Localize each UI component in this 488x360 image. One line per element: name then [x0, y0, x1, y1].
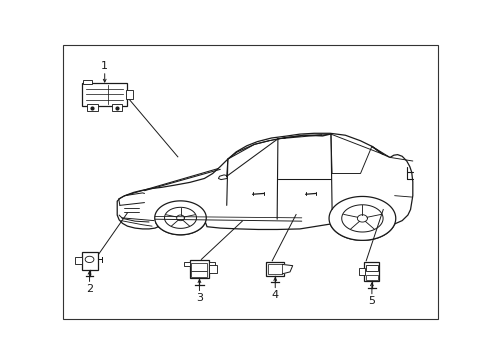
Polygon shape [341, 205, 382, 232]
Polygon shape [328, 197, 395, 240]
FancyBboxPatch shape [82, 83, 127, 106]
Polygon shape [357, 215, 366, 222]
Polygon shape [176, 215, 184, 221]
Text: 5: 5 [367, 296, 375, 306]
Polygon shape [218, 175, 226, 180]
Text: 2: 2 [86, 284, 93, 294]
Bar [189, 260, 209, 278]
Polygon shape [164, 207, 196, 228]
Text: 3: 3 [196, 293, 203, 303]
Bar [265, 262, 284, 276]
Bar [268, 264, 282, 274]
Bar [75, 257, 82, 264]
Bar [111, 104, 122, 111]
Bar [209, 262, 215, 266]
Polygon shape [117, 133, 412, 240]
Bar [366, 275, 377, 280]
Bar [83, 80, 92, 84]
Bar [364, 262, 379, 281]
Bar [81, 252, 97, 270]
Ellipse shape [85, 256, 94, 262]
Text: 1: 1 [101, 61, 108, 71]
Bar [191, 270, 207, 277]
Polygon shape [282, 264, 292, 274]
Bar [191, 263, 207, 270]
Bar [126, 90, 133, 99]
Bar [209, 265, 217, 273]
Text: 4: 4 [271, 290, 278, 300]
Bar [87, 104, 98, 111]
Bar [366, 265, 377, 271]
Bar [358, 268, 365, 275]
Polygon shape [154, 201, 206, 235]
Bar [183, 262, 189, 266]
